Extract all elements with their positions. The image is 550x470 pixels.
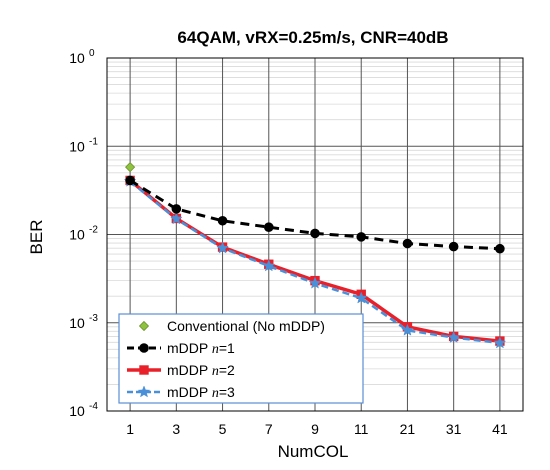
data-point — [495, 243, 505, 254]
legend-label-part: =1 — [219, 340, 235, 356]
x-tick-label: 21 — [400, 421, 416, 437]
y-tick-label: 10 — [69, 227, 85, 243]
y-axis-label: BER — [27, 220, 46, 255]
y-tick-exponent: -1 — [89, 136, 98, 147]
series-4 — [123, 174, 507, 349]
y-tick-label: 10 — [69, 403, 85, 419]
data-point — [354, 291, 368, 304]
plot-frame — [106, 57, 524, 412]
tick-labels: 1 3 5 7 9 11 21 31 41 10 0 10 -1 10 -2 10 -3 10 -4 — [69, 48, 508, 437]
legend-entry: mDDP n=2 — [127, 362, 235, 379]
legend-marker — [139, 343, 149, 353]
data-point — [125, 162, 136, 173]
data-point — [493, 336, 507, 349]
legend-entry: Conventional (No mDDP) — [138, 318, 325, 334]
legend-box — [118, 313, 364, 404]
legend-label-part: n — [212, 386, 219, 401]
series-2 — [125, 175, 505, 254]
x-tick-label: 9 — [311, 421, 319, 437]
x-tick-label: 7 — [265, 421, 273, 437]
legend-label: mDDP n=1 — [167, 340, 235, 357]
legend-label-part: mDDP — [167, 384, 212, 400]
data-point — [217, 215, 228, 226]
data-point — [169, 212, 183, 225]
legend-label: mDDP n=3 — [167, 384, 235, 401]
legend-label-part: mDDP — [167, 340, 212, 356]
legend-label-part: mDDP — [167, 362, 212, 378]
series-1 — [125, 162, 136, 173]
data-point — [310, 228, 320, 239]
data-point — [447, 330, 461, 343]
data-point — [171, 204, 182, 214]
x-tick-label: 3 — [172, 421, 180, 437]
y-tick-exponent: -3 — [89, 313, 98, 324]
series-layer — [123, 162, 507, 349]
y-tick-exponent: -2 — [89, 225, 98, 236]
x-axis-label: NumCOL — [278, 442, 349, 461]
data-point — [448, 241, 459, 252]
legend-entry: mDDP n=1 — [127, 340, 235, 357]
x-tick-label: 11 — [354, 421, 369, 437]
x-tick-label: 1 — [126, 421, 134, 437]
data-point — [263, 222, 274, 232]
legend-marker — [139, 365, 149, 375]
chart-title: 64QAM, vRX=0.25m/s, CNR=40dB — [177, 28, 448, 47]
y-tick-label: 10 — [69, 50, 85, 66]
legend-marker — [138, 320, 150, 332]
legend-label-part: Conventional (No mDDP) — [167, 318, 325, 334]
data-point — [401, 323, 414, 336]
data-point — [262, 259, 276, 272]
legend-label-part: =2 — [219, 362, 235, 378]
data-point — [216, 241, 229, 254]
data-point — [125, 175, 135, 186]
x-tick-label: 41 — [492, 421, 508, 437]
x-tick-label: 31 — [446, 421, 462, 437]
y-tick-label: 10 — [69, 315, 85, 331]
y-tick-exponent: 0 — [89, 48, 95, 59]
legend-label: Conventional (No mDDP) — [167, 318, 325, 334]
x-tick-label: 5 — [219, 421, 227, 437]
data-point — [356, 232, 367, 242]
data-point — [308, 276, 322, 289]
y-tick-label: 10 — [69, 138, 85, 154]
legend-label-part: n — [212, 342, 219, 357]
legend-marker — [137, 385, 151, 398]
legend-label-part: n — [212, 364, 219, 379]
legend-label-part: =3 — [219, 384, 235, 400]
data-point — [402, 238, 413, 249]
y-tick-exponent: -4 — [89, 401, 98, 412]
legend-label: mDDP n=2 — [167, 362, 235, 379]
legend-entry: mDDP n=3 — [127, 384, 235, 401]
